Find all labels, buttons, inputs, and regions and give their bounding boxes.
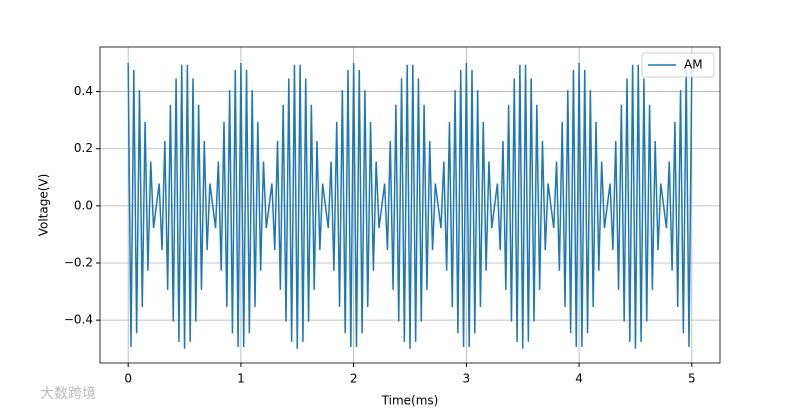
y-tick-label: 0.0 bbox=[74, 198, 93, 212]
x-axis-label: Time(ms) bbox=[381, 394, 439, 408]
y-axis-label: Voltage(V) bbox=[37, 174, 51, 237]
x-tick-label: 0 bbox=[124, 372, 132, 386]
watermark: 大数跨境 bbox=[40, 386, 96, 402]
y-tick-label: −0.2 bbox=[64, 256, 93, 270]
y-tick-label: 0.2 bbox=[74, 141, 93, 155]
x-tick-label: 1 bbox=[237, 372, 245, 386]
x-tick-label: 5 bbox=[688, 372, 696, 386]
legend-label: AM bbox=[684, 58, 703, 72]
x-tick-label: 4 bbox=[575, 372, 583, 386]
x-tick-label: 3 bbox=[463, 372, 471, 386]
line-series bbox=[127, 62, 693, 349]
plot-frame bbox=[99, 46, 721, 364]
x-tick-label: 2 bbox=[350, 372, 358, 386]
y-tick-label: −0.4 bbox=[64, 313, 93, 327]
legend-box bbox=[641, 52, 715, 78]
y-tick-label: 0.4 bbox=[74, 84, 93, 98]
